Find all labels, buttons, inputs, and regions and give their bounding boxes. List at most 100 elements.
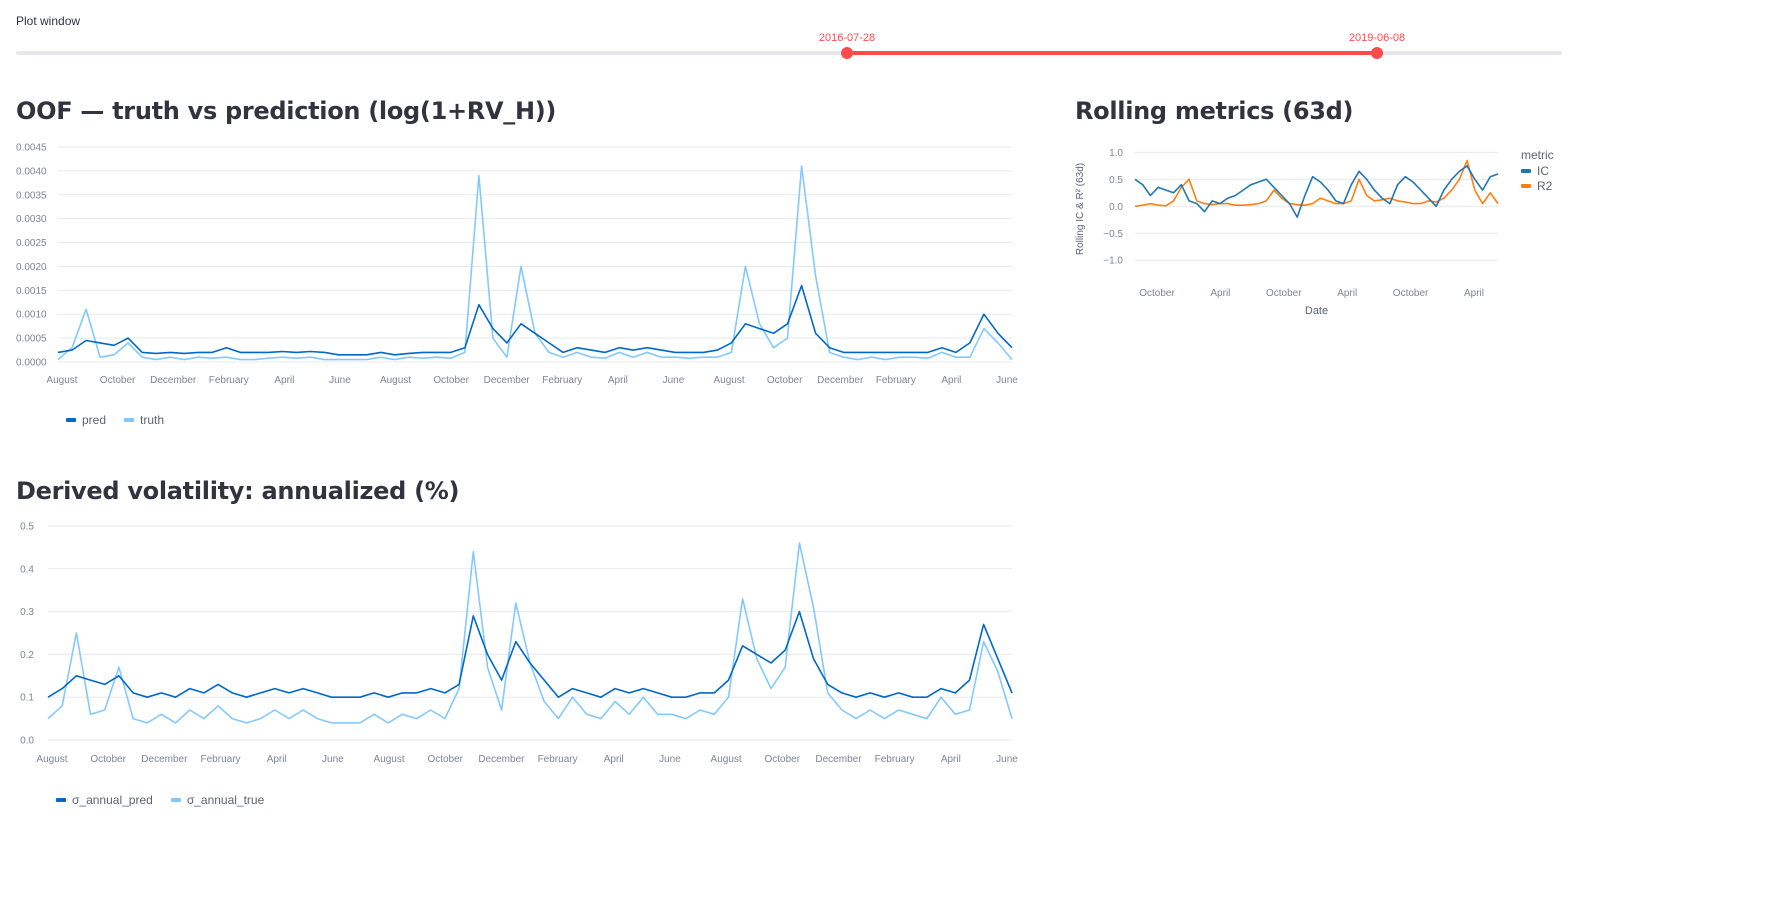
y-tick-label: 0.0045 <box>16 143 47 154</box>
slider-end-handle[interactable] <box>1371 47 1383 59</box>
x-tick-label: August <box>713 375 744 386</box>
y-tick-label: 0.0040 <box>16 166 47 177</box>
x-tick-label: October <box>767 375 803 386</box>
legend-swatch-icon <box>1521 169 1531 173</box>
x-tick-label: February <box>209 375 249 386</box>
legend-label: σ_annual_true <box>186 793 265 807</box>
y-tick-label: 0.2 <box>20 650 34 661</box>
legend-swatch-icon <box>1521 184 1531 188</box>
x-tick-label: August <box>373 754 404 765</box>
vol-chart-title: Derived volatility: annualized (%) <box>16 477 460 505</box>
rolling-metrics-chart[interactable]: 1.0 0.5 0.0 −0.5 −1.0 October April October Apri… <box>1070 138 1510 338</box>
slider-start-value: 2016-07-28 <box>818 32 876 44</box>
x-axis-title: Date <box>1305 305 1328 317</box>
x-tick-label: August <box>711 754 742 765</box>
x-tick-label: December <box>484 375 531 386</box>
y-tick-label: 0.0 <box>20 736 34 747</box>
x-tick-label: August <box>46 375 77 386</box>
y-tick-label: 0.0010 <box>16 310 47 321</box>
x-tick-label: December <box>817 375 864 386</box>
x-tick-label: December <box>815 754 862 765</box>
x-tick-label: April <box>1464 288 1484 299</box>
y-tick-label: 1.0 <box>1109 148 1123 159</box>
x-tick-label: June <box>322 754 344 765</box>
y-tick-label: 0.0005 <box>16 334 47 345</box>
legend-label: pred <box>82 413 107 427</box>
y-tick-label: 0.5 <box>20 522 34 533</box>
oof-chart[interactable]: 0.0045 0.0040 0.0035 0.0030 0.0025 0.0020 0.00… <box>0 140 1030 395</box>
y-tick-label: 0.3 <box>20 607 34 618</box>
plot-window-slider-range <box>847 51 1377 55</box>
legend-title: metric <box>1521 148 1554 162</box>
slider-end-value: 2019-06-08 <box>1348 32 1406 44</box>
y-tick-label: −1.0 <box>1103 256 1123 267</box>
x-tick-label: April <box>1337 288 1357 299</box>
x-tick-label: October <box>433 375 469 386</box>
x-tick-label: April <box>604 754 624 765</box>
legend-label: truth <box>140 413 165 427</box>
x-tick-label: October <box>1139 288 1175 299</box>
y-tick-label: −0.5 <box>1103 229 1123 240</box>
x-tick-label: February <box>876 375 916 386</box>
y-tick-label: 0.5 <box>1109 175 1123 186</box>
x-tick-label: October <box>765 754 801 765</box>
x-tick-label: February <box>538 754 578 765</box>
x-tick-label: June <box>329 375 351 386</box>
y-tick-label: 0.0030 <box>16 214 47 225</box>
x-tick-label: October <box>427 754 463 765</box>
oof-chart-title: OOF — truth vs prediction (log(1+RV_H)) <box>16 97 557 125</box>
legend-label: R2 <box>1537 179 1553 193</box>
x-tick-label: February <box>875 754 915 765</box>
x-tick-label: June <box>996 754 1018 765</box>
x-tick-label: February <box>542 375 582 386</box>
vol-chart-legend: σ_annual_pred σ_annual_true <box>56 793 264 807</box>
legend-swatch-icon <box>170 798 181 802</box>
legend-swatch-icon <box>124 418 135 422</box>
y-tick-label: 0.4 <box>20 564 34 575</box>
legend-item-truth[interactable]: truth <box>124 413 164 427</box>
legend-item-r2[interactable]: R2 <box>1521 179 1554 193</box>
legend-item-sigma-pred[interactable]: σ_annual_pred <box>56 793 153 807</box>
x-tick-label: August <box>380 375 411 386</box>
plot-window-label: Plot window <box>16 14 81 28</box>
y-axis-title: Rolling IC & R² (63d) <box>1075 163 1086 255</box>
x-tick-label: April <box>274 375 294 386</box>
series-line-σ_annual_pred <box>47 610 1013 698</box>
x-tick-label: February <box>201 754 241 765</box>
x-tick-label: June <box>996 375 1018 386</box>
legend-swatch-icon <box>66 418 76 422</box>
x-tick-label: April <box>608 375 628 386</box>
series-line-IC <box>1134 165 1499 218</box>
y-tick-label: 0.0 <box>1109 202 1123 213</box>
x-tick-label: October <box>1266 288 1302 299</box>
x-tick-label: August <box>36 754 67 765</box>
x-tick-label: June <box>663 375 685 386</box>
y-tick-label: 0.0025 <box>16 238 47 249</box>
rolling-chart-title: Rolling metrics (63d) <box>1075 97 1354 125</box>
x-tick-label: December <box>478 754 525 765</box>
legend-item-sigma-true[interactable]: σ_annual_true <box>170 793 265 807</box>
slider-start-handle[interactable] <box>841 47 853 59</box>
plot-window-slider-track[interactable] <box>16 51 1562 55</box>
x-tick-label: April <box>1210 288 1230 299</box>
y-tick-label: 0.0035 <box>16 190 47 201</box>
legend-swatch-icon <box>56 798 66 802</box>
x-tick-label: April <box>267 754 287 765</box>
legend-label: IC <box>1537 164 1549 178</box>
y-tick-label: 0.0015 <box>16 286 47 297</box>
x-tick-label: April <box>941 375 961 386</box>
x-tick-label: December <box>150 375 197 386</box>
legend-item-pred[interactable]: pred <box>66 413 106 427</box>
rolling-chart-legend: metric IC R2 <box>1521 148 1554 194</box>
series-line-R2 <box>1134 159 1499 208</box>
series-line-σ_annual_true <box>47 542 1013 724</box>
legend-item-ic[interactable]: IC <box>1521 164 1554 178</box>
y-tick-label: 0.0000 <box>16 358 47 369</box>
legend-label: σ_annual_pred <box>72 793 153 807</box>
x-tick-label: June <box>659 754 681 765</box>
x-tick-label: October <box>90 754 126 765</box>
y-tick-label: 0.1 <box>20 693 34 704</box>
y-tick-label: 0.0020 <box>16 262 47 273</box>
x-tick-label: October <box>100 375 136 386</box>
